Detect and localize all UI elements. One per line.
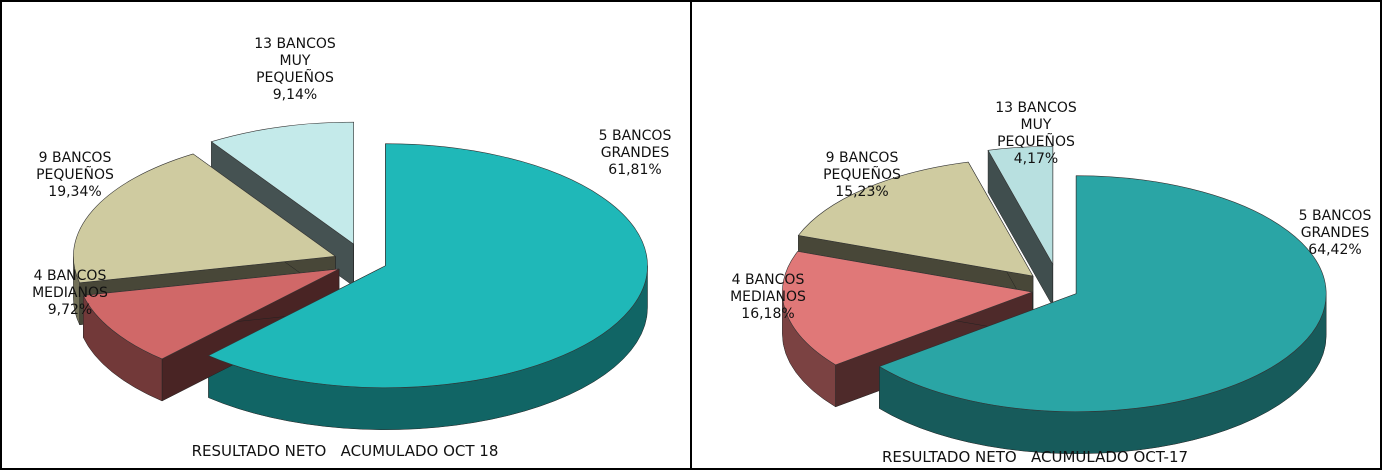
value-label: 15,23% xyxy=(835,184,889,200)
category-label: 5 BANCOS GRANDES xyxy=(598,128,672,161)
value-label: 64,42% xyxy=(1308,242,1362,258)
value-label: 9,72% xyxy=(47,302,93,318)
slice xyxy=(210,121,354,245)
slice-label: 5 BANCOS GRANDES 61,81% xyxy=(580,128,690,179)
value-label: 16,18% xyxy=(741,306,795,322)
category-label: 5 BANCOS GRANDES xyxy=(1298,208,1372,241)
slice xyxy=(782,251,1034,366)
value-label: 9,14% xyxy=(272,87,318,103)
slice xyxy=(878,175,1327,413)
slice-label: 5 BANCOS GRANDES 64,42% xyxy=(1280,208,1382,259)
category-label: 13 BANCOS MUY PEQUEÑOS xyxy=(254,36,336,86)
slice-label: 4 BANCOS MEDIANOS 9,72% xyxy=(15,268,125,319)
category-label: 9 BANCOS PEQUEÑOS xyxy=(36,150,114,183)
chart-title: RESULTADO NETO ACUMULADO OCT-17 xyxy=(881,448,1189,466)
category-label: 4 BANCOS MEDIANOS xyxy=(730,272,806,305)
category-label: 4 BANCOS MEDIANOS xyxy=(32,268,108,301)
slice xyxy=(82,268,340,360)
value-label: 19,34% xyxy=(48,184,102,200)
chart-title: RESULTADO NETO ACUMULADO OCT 18 xyxy=(191,442,499,460)
slice-label: 13 BANCOS MUY PEQUEÑOS 4,17% xyxy=(989,100,1084,168)
slice-label: 9 BANCOS PEQUEÑOS 19,34% xyxy=(20,150,130,201)
slice-label: 9 BANCOS PEQUEÑOS 15,23% xyxy=(807,150,917,201)
slice xyxy=(207,143,648,388)
category-label: 13 BANCOS MUY PEQUEÑOS xyxy=(995,100,1077,150)
value-label: 61,81% xyxy=(608,162,662,178)
slice xyxy=(73,153,337,284)
slice xyxy=(987,145,1054,266)
panel xyxy=(690,0,1382,470)
slice xyxy=(797,161,1034,277)
slice-label: 13 BANCOS MUY PEQUEÑOS 9,14% xyxy=(248,36,343,104)
slice-label: 4 BANCOS MEDIANOS 16,18% xyxy=(713,272,823,323)
category-label: 9 BANCOS PEQUEÑOS xyxy=(823,150,901,183)
value-label: 4,17% xyxy=(1013,151,1059,167)
